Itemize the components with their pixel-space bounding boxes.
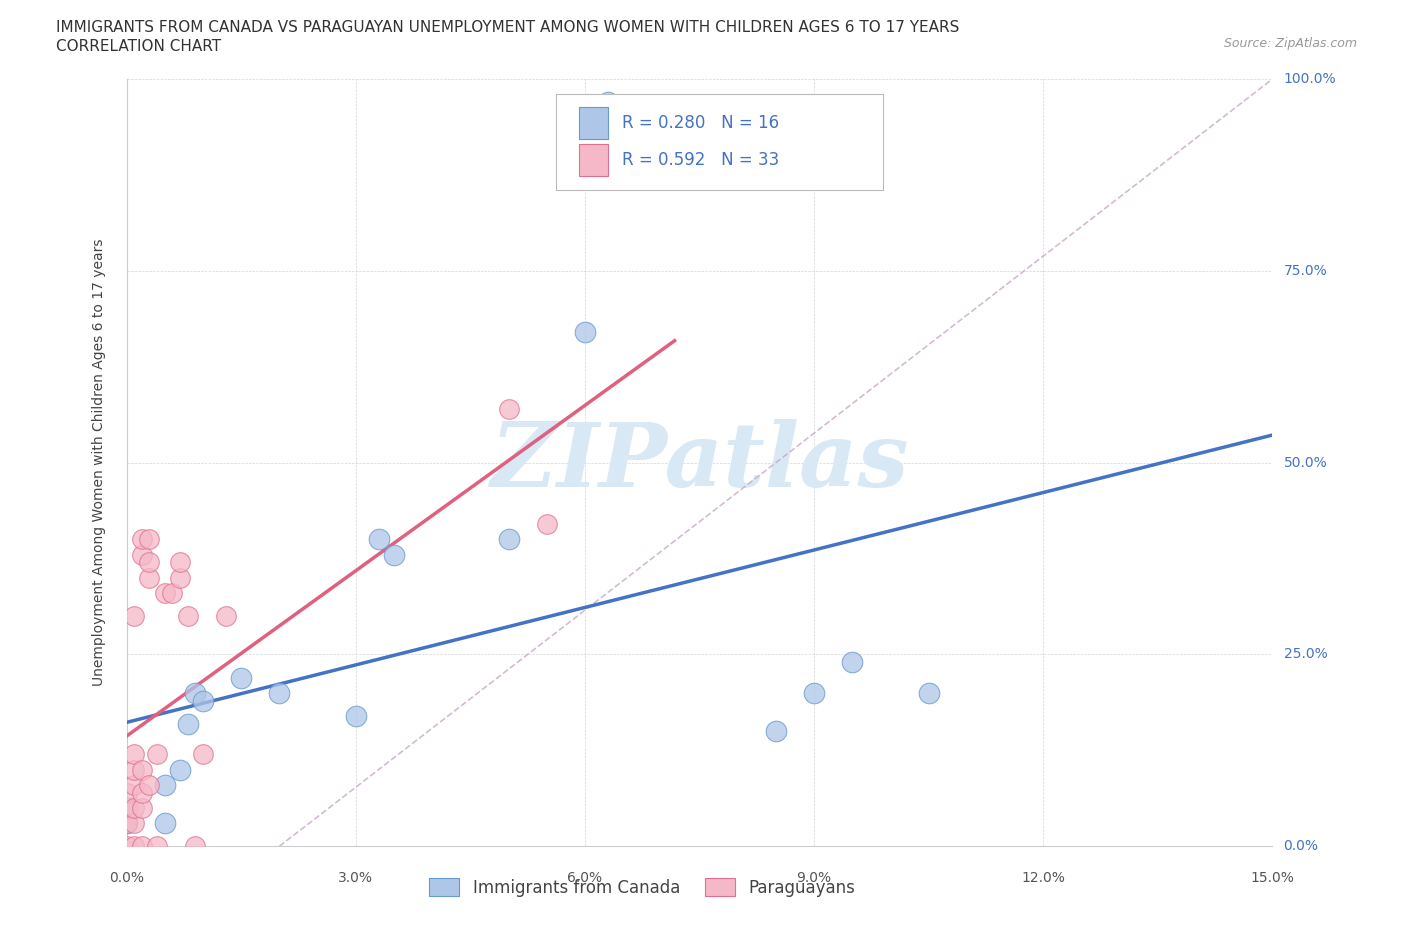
Point	[131, 801, 153, 816]
Point	[122, 747, 145, 762]
Point	[131, 763, 153, 777]
Text: 100.0%: 100.0%	[1284, 72, 1336, 86]
Point	[498, 402, 520, 417]
FancyBboxPatch shape	[579, 144, 607, 176]
Point	[138, 532, 160, 547]
Point	[115, 801, 138, 816]
Point	[153, 816, 176, 830]
Point	[176, 609, 198, 624]
Point	[146, 747, 169, 762]
Point	[231, 670, 253, 684]
Point	[215, 609, 238, 624]
Point	[122, 609, 145, 624]
Text: Source: ZipAtlas.com: Source: ZipAtlas.com	[1223, 37, 1357, 50]
Point	[122, 839, 145, 854]
Point	[122, 763, 145, 777]
Point	[169, 555, 191, 570]
Point	[918, 685, 941, 700]
Text: 6.0%: 6.0%	[568, 871, 602, 885]
FancyBboxPatch shape	[579, 107, 607, 140]
Point	[169, 763, 191, 777]
Text: 50.0%: 50.0%	[1284, 456, 1327, 470]
Point	[115, 801, 138, 816]
Point	[115, 785, 138, 800]
Point	[841, 655, 863, 670]
Point	[536, 517, 558, 532]
Point	[162, 586, 184, 601]
Y-axis label: Unemployment Among Women with Children Ages 6 to 17 years: Unemployment Among Women with Children A…	[91, 239, 105, 686]
Point	[191, 747, 214, 762]
Point	[382, 547, 405, 562]
Text: ZIPatlas: ZIPatlas	[491, 419, 908, 506]
Point	[131, 532, 153, 547]
Text: 3.0%: 3.0%	[339, 871, 373, 885]
Text: CORRELATION CHART: CORRELATION CHART	[56, 39, 221, 54]
Point	[138, 555, 160, 570]
Text: 0.0%: 0.0%	[110, 871, 143, 885]
Point	[153, 586, 176, 601]
Point	[131, 839, 153, 854]
Text: 25.0%: 25.0%	[1284, 647, 1327, 661]
Point	[269, 685, 291, 700]
Text: 9.0%: 9.0%	[797, 871, 831, 885]
Point	[122, 801, 145, 816]
Text: R = 0.592   N = 33: R = 0.592 N = 33	[621, 151, 779, 169]
Text: R = 0.280   N = 16: R = 0.280 N = 16	[621, 114, 779, 132]
Point	[184, 685, 207, 700]
Text: 75.0%: 75.0%	[1284, 264, 1327, 278]
Text: 15.0%: 15.0%	[1250, 871, 1295, 885]
Point	[115, 816, 138, 830]
Point	[803, 685, 825, 700]
Point	[176, 716, 198, 731]
Point	[131, 547, 153, 562]
Point	[115, 816, 138, 830]
Point	[138, 777, 160, 792]
Point	[498, 532, 520, 547]
Text: 0.0%: 0.0%	[1284, 839, 1319, 854]
Point	[115, 839, 138, 854]
Point	[131, 785, 153, 800]
Point	[169, 570, 191, 585]
Point	[122, 816, 145, 830]
Text: 12.0%: 12.0%	[1021, 871, 1066, 885]
Point	[367, 532, 389, 547]
Text: IMMIGRANTS FROM CANADA VS PARAGUAYAN UNEMPLOYMENT AMONG WOMEN WITH CHILDREN AGES: IMMIGRANTS FROM CANADA VS PARAGUAYAN UNE…	[56, 20, 960, 35]
Point	[344, 709, 367, 724]
Point	[191, 693, 214, 708]
Point	[184, 839, 207, 854]
Point	[122, 777, 145, 792]
Point	[153, 777, 176, 792]
Point	[146, 839, 169, 854]
Point	[574, 325, 596, 339]
Point	[765, 724, 787, 738]
Point	[138, 570, 160, 585]
FancyBboxPatch shape	[557, 95, 883, 191]
Legend: Immigrants from Canada, Paraguayans: Immigrants from Canada, Paraguayans	[423, 871, 862, 903]
Point	[596, 95, 619, 110]
